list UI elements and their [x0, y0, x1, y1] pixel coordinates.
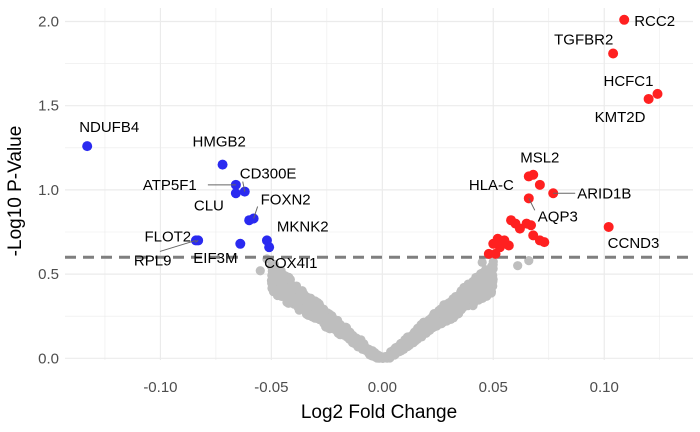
up-point-5 — [523, 171, 534, 182]
gene-label-ARID1B: ARID1B — [577, 185, 631, 202]
gene-label-HLA-C: HLA-C — [469, 177, 514, 194]
gene-label-RPL9: RPL9 — [134, 252, 172, 269]
gene-label-FLOT2: FLOT2 — [144, 228, 191, 245]
up-point-17 — [539, 237, 550, 248]
up-point-22 — [488, 238, 499, 249]
ns-point — [314, 310, 325, 321]
grid-major — [65, 8, 693, 360]
up-point-CCND3 — [603, 221, 614, 232]
ns-point — [440, 309, 450, 319]
ns-point — [375, 352, 385, 362]
gene-label-TGFBR2: TGFBR2 — [554, 31, 613, 48]
y-tick-label-3: 1.5 — [38, 98, 59, 115]
ns-point — [278, 280, 288, 291]
ns-point — [405, 332, 415, 343]
ns-point — [458, 296, 468, 306]
x-axis-title: Log2 Fold Change — [301, 402, 457, 423]
gene-label-CCND3: CCND3 — [608, 235, 660, 252]
ns-point — [299, 289, 309, 299]
y-tick-label-2: 1.0 — [38, 182, 59, 199]
ns-point — [304, 297, 314, 307]
ns-point — [430, 312, 440, 322]
gene-label-RCC2: RCC2 — [634, 13, 675, 30]
leader-line-AQP3 — [528, 198, 536, 211]
down-point-HMGB2 — [217, 159, 228, 170]
gene-label-HMGB2: HMGB2 — [193, 134, 246, 151]
ns-point — [349, 336, 359, 346]
x-tick-label-0: -0.10 — [143, 379, 177, 396]
gene-label-ATP5F1: ATP5F1 — [143, 177, 197, 194]
ns-point — [415, 324, 425, 334]
ns-point — [275, 269, 285, 279]
ns-point — [464, 287, 474, 297]
x-tick-label-2: 0.00 — [368, 379, 397, 396]
ns-point — [424, 323, 434, 334]
x-tick-label-1: -0.05 — [254, 379, 288, 396]
up-point-24 — [490, 248, 501, 259]
leader-line-RPL9 — [159, 239, 197, 252]
gene-label-MKNK2: MKNK2 — [277, 218, 329, 235]
up-point-TGFBR2 — [608, 48, 619, 59]
ns-point — [282, 273, 292, 284]
ns-point — [477, 257, 487, 267]
not-significant-points — [255, 254, 534, 363]
y-axis-ticks: 0.0 0.5 1.0 1.5 2.0 — [38, 13, 59, 367]
gene-label-KMT2D: KMT2D — [595, 109, 646, 126]
y-axis-title: -Log10 P-Value — [5, 126, 26, 257]
up-point-RCC2 — [619, 14, 630, 25]
x-tick-label-3: 0.05 — [479, 379, 508, 396]
up-point-14 — [526, 220, 537, 231]
y-tick-label-1: 0.5 — [38, 266, 59, 283]
ns-point — [395, 339, 406, 349]
gene-label-NDUFB4: NDUFB4 — [79, 119, 139, 136]
up-point-HCFC1 — [652, 88, 663, 99]
gene-label-COX4I1: COX4I1 — [264, 255, 317, 272]
y-tick-label-4: 2.0 — [38, 13, 59, 30]
gene-label-CLU: CLU — [194, 197, 224, 214]
x-axis-ticks: -0.10 -0.05 0.00 0.05 0.10 — [143, 379, 619, 396]
down-point-COX4I1 — [264, 242, 275, 253]
up-point-20 — [503, 240, 514, 251]
ns-point — [315, 301, 325, 311]
ns-point — [363, 348, 374, 358]
x-tick-label-4: 0.10 — [590, 379, 619, 396]
label-leader-lines — [159, 181, 576, 252]
gene-labels: NDUFB4 HMGB2 ATP5F1 CD300E CLU FOXN2 FLOT2EIF3… — [79, 13, 675, 272]
ns-point — [486, 277, 496, 288]
gene-label-MSL2: MSL2 — [520, 150, 559, 167]
ns-point — [513, 261, 523, 271]
y-tick-label-0: 0.0 — [38, 350, 59, 367]
leader-line-FOXN2 — [253, 206, 259, 219]
ns-point — [482, 266, 492, 276]
ns-point — [524, 256, 534, 266]
leader-line-CD300E — [242, 181, 246, 192]
down-point-NDUFB4 — [82, 141, 93, 152]
gene-label-EIF3M: EIF3M — [193, 250, 237, 267]
leader-line-FLOT2 — [194, 240, 199, 243]
gene-label-HCFC1: HCFC1 — [603, 73, 653, 90]
gene-label-AQP3: AQP3 — [538, 208, 578, 225]
down-point-6 — [244, 215, 255, 226]
ns-point — [267, 284, 277, 294]
up-point-KMT2D — [643, 93, 654, 104]
ns-point — [390, 346, 400, 356]
ns-point — [289, 296, 299, 306]
ns-point — [432, 321, 442, 331]
ns-point — [451, 306, 461, 316]
grid-minor — [65, 8, 693, 360]
ns-point — [268, 261, 279, 271]
gene-label-FOXN2: FOXN2 — [261, 192, 311, 209]
gene-label-CD300E: CD300E — [240, 166, 297, 183]
ns-point — [339, 326, 349, 336]
up-point-HLA-C — [534, 179, 545, 190]
ns-point — [255, 266, 265, 276]
down-point-CLU — [230, 188, 241, 199]
down-point-EIF3M — [235, 238, 246, 249]
ns-point — [328, 315, 338, 325]
